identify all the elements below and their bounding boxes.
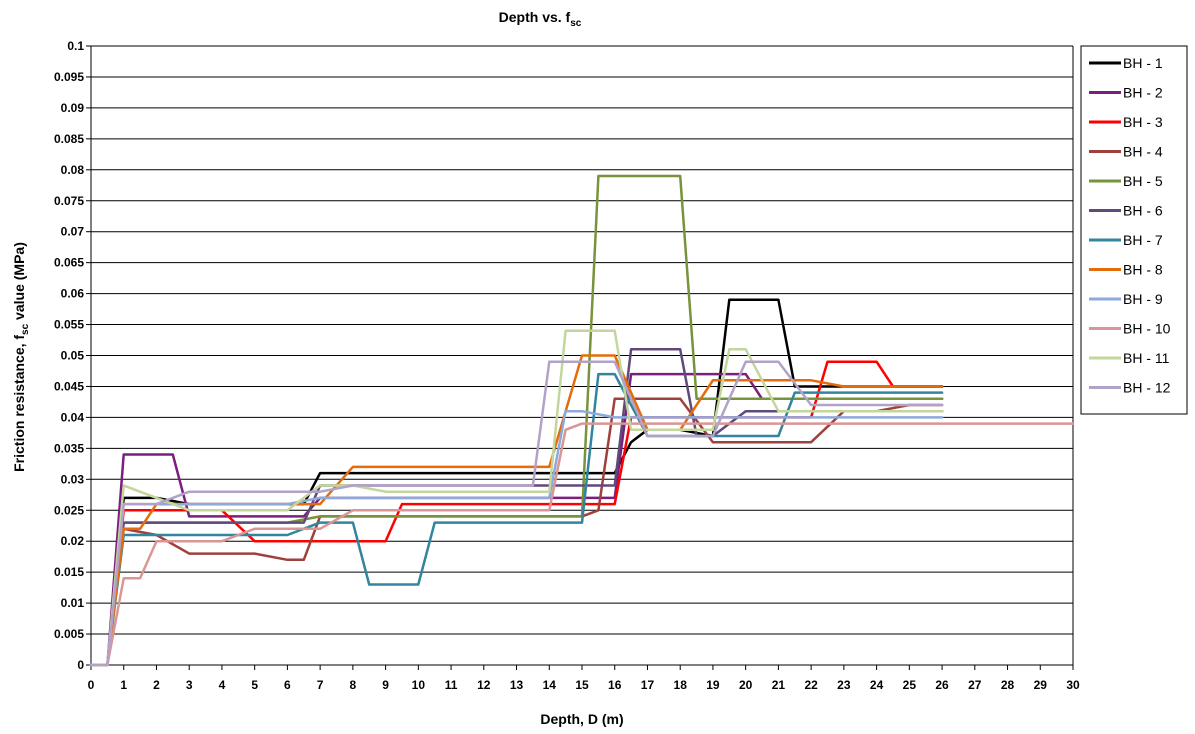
- x-axis-ticks: 0 1 2 3 4 5 6 7 8 9 10 11 12 13 14 15 16 17 18 19 20 21 22 23 24…: [88, 665, 1080, 692]
- y-tick-label-18: 0.09: [61, 101, 85, 115]
- series-line-bh-10: [89, 422, 1075, 667]
- x-tick-label-13: 13: [510, 678, 524, 692]
- x-tick-label-1: 1: [120, 678, 127, 692]
- y-tick-label-20: 0.1: [67, 39, 84, 53]
- x-tick-label-3: 3: [186, 678, 193, 692]
- y-axis-ticks: 0 0.005 0.01 0.015 0.02 0.025 0.03 0.035 0.04 0.0…: [54, 39, 91, 672]
- y-tick-label-9: 0.045: [54, 379, 84, 393]
- x-tick-label-6: 6: [284, 678, 291, 692]
- x-tick-label-27: 27: [968, 678, 982, 692]
- y-tick-label-10: 0.05: [61, 349, 85, 363]
- legend-label-bh-2: BH - 2: [1123, 85, 1163, 101]
- y-tick-label-3: 0.015: [54, 565, 84, 579]
- y-tick-label-4: 0.02: [61, 534, 85, 548]
- y-tick-label-7: 0.035: [54, 441, 84, 455]
- x-tick-label-23: 23: [837, 678, 851, 692]
- x-tick-label-24: 24: [870, 678, 884, 692]
- y-tick-label-8: 0.04: [61, 410, 85, 424]
- x-tick-label-12: 12: [477, 678, 491, 692]
- chart-title-main: Depth vs. f: [499, 9, 571, 25]
- x-tick-label-8: 8: [350, 678, 357, 692]
- x-tick-label-18: 18: [674, 678, 688, 692]
- legend-label-bh-8: BH - 8: [1123, 262, 1163, 278]
- x-tick-label-15: 15: [575, 678, 589, 692]
- y-tick-label-16: 0.08: [61, 163, 85, 177]
- series-line-bh-4: [89, 397, 944, 667]
- chart-title-sub: sc: [570, 18, 582, 29]
- legend-label-bh-11: BH - 11: [1123, 350, 1170, 366]
- y-tick-label-12: 0.06: [61, 287, 85, 301]
- x-tick-label-30: 30: [1066, 678, 1080, 692]
- legend-label-bh-3: BH - 3: [1123, 114, 1163, 130]
- y-axis-label-post: value (MPa): [11, 242, 27, 324]
- x-tick-label-5: 5: [251, 678, 258, 692]
- x-tick-label-17: 17: [641, 678, 655, 692]
- series-line-bh-11: [89, 329, 944, 667]
- chart-title: Depth vs. fsc: [499, 9, 582, 29]
- y-tick-label-2: 0.01: [61, 596, 85, 610]
- series-line-bh-6: [89, 348, 944, 667]
- series-line-bh-12: [89, 360, 944, 667]
- legend-label-bh-4: BH - 4: [1123, 144, 1163, 160]
- y-tick-label-19: 0.095: [54, 70, 84, 84]
- y-tick-label-14: 0.07: [61, 225, 85, 239]
- legend-label-bh-9: BH - 9: [1123, 291, 1163, 307]
- x-tick-label-21: 21: [772, 678, 786, 692]
- y-tick-label-6: 0.03: [61, 472, 85, 486]
- x-tick-label-2: 2: [153, 678, 160, 692]
- y-tick-label-1: 0.005: [54, 627, 84, 641]
- x-tick-label-28: 28: [1001, 678, 1015, 692]
- y-axis-label-pre: Friction resistance, f: [11, 335, 27, 472]
- x-tick-label-4: 4: [219, 678, 226, 692]
- series-lines: [89, 174, 1075, 667]
- x-axis-label: Depth, D (m): [540, 711, 623, 727]
- x-tick-label-7: 7: [317, 678, 324, 692]
- x-tick-label-25: 25: [903, 678, 917, 692]
- x-tick-label-22: 22: [804, 678, 818, 692]
- legend-label-bh-7: BH - 7: [1123, 232, 1163, 248]
- y-tick-label-15: 0.075: [54, 194, 84, 208]
- x-tick-label-11: 11: [445, 678, 458, 692]
- x-tick-label-19: 19: [706, 678, 720, 692]
- x-tick-label-9: 9: [382, 678, 389, 692]
- legend-label-bh-12: BH - 12: [1123, 380, 1171, 396]
- y-axis-label-sub: sc: [20, 323, 31, 335]
- y-tick-label-13: 0.065: [54, 256, 84, 270]
- y-tick-label-0: 0: [77, 658, 84, 672]
- x-tick-label-26: 26: [935, 678, 949, 692]
- x-tick-label-10: 10: [412, 678, 426, 692]
- legend-label-bh-1: BH - 1: [1123, 55, 1163, 71]
- series-line-bh-3: [89, 360, 944, 667]
- series-line-bh-9: [89, 409, 944, 667]
- legend-label-bh-6: BH - 6: [1123, 203, 1163, 219]
- x-tick-label-14: 14: [543, 678, 557, 692]
- x-tick-label-29: 29: [1034, 678, 1048, 692]
- x-tick-label-20: 20: [739, 678, 753, 692]
- x-tick-label-0: 0: [88, 678, 95, 692]
- legend-box: [1080, 45, 1188, 415]
- legend: BH - 1 BH - 2 BH - 3 BH - 4 BH - 5 BH - 6 BH -…: [1080, 45, 1188, 415]
- series-line-bh-7: [89, 372, 944, 667]
- y-tick-label-17: 0.085: [54, 132, 84, 146]
- series-line-bh-1: [89, 298, 944, 667]
- x-tick-label-16: 16: [608, 678, 622, 692]
- y-tick-label-5: 0.025: [54, 503, 84, 517]
- legend-label-bh-5: BH - 5: [1123, 173, 1163, 189]
- y-tick-label-11: 0.055: [54, 318, 84, 332]
- series-line-bh-5: [89, 174, 944, 667]
- legend-label-bh-10: BH - 10: [1123, 321, 1171, 337]
- y-axis-label: Friction resistance, fsc value (MPa): [11, 242, 31, 472]
